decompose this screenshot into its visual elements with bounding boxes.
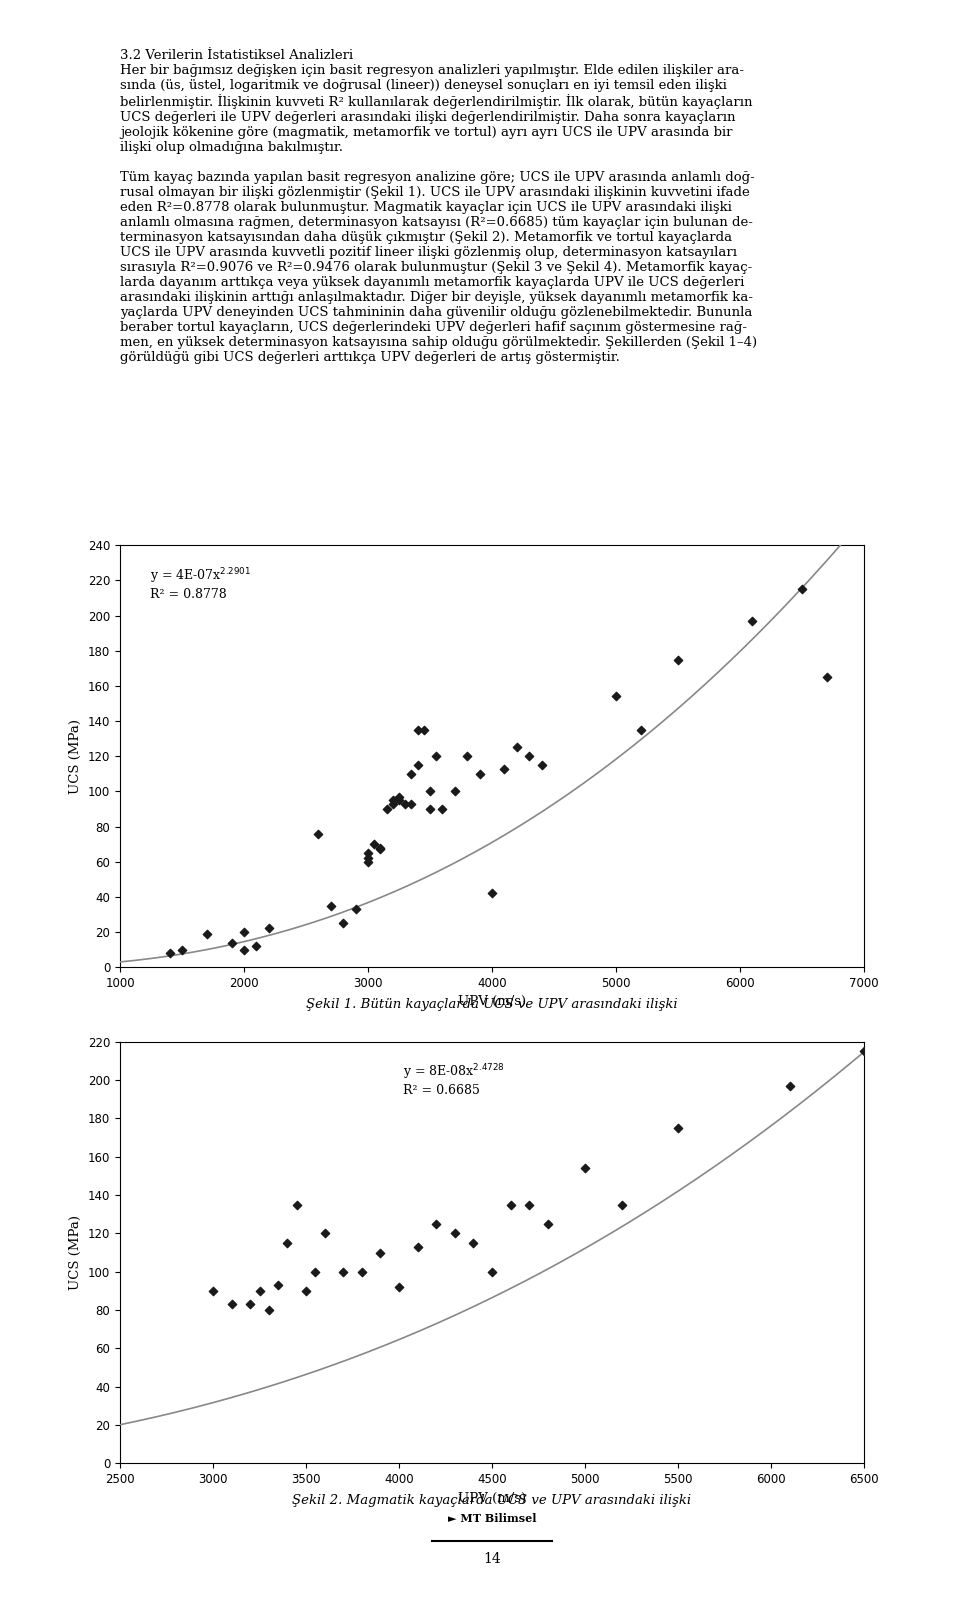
Point xyxy=(372,834,388,860)
Point xyxy=(609,684,624,710)
Point xyxy=(484,880,499,906)
Point xyxy=(856,1038,872,1064)
Point xyxy=(360,839,375,865)
Point xyxy=(360,849,375,875)
Text: Şekil 2. Magmatik kayaçlarda UCS ve UPV arasındaki ilişki: Şekil 2. Magmatik kayaçlarda UCS ve UPV … xyxy=(293,1494,691,1507)
Point xyxy=(236,936,252,962)
Point xyxy=(410,752,425,778)
Point xyxy=(435,796,450,821)
Y-axis label: UCS (MPa): UCS (MPa) xyxy=(69,718,83,794)
Point xyxy=(224,930,239,956)
Point xyxy=(385,787,400,813)
Point xyxy=(307,1258,323,1284)
Point xyxy=(205,1277,221,1303)
Point xyxy=(577,1155,592,1180)
Point xyxy=(392,787,407,813)
Point xyxy=(252,1277,267,1303)
Point xyxy=(428,744,444,770)
Point xyxy=(503,1192,518,1218)
Point xyxy=(385,791,400,817)
Point xyxy=(175,936,190,962)
Text: 14: 14 xyxy=(483,1552,501,1567)
Point xyxy=(540,1211,556,1237)
Point xyxy=(360,846,375,872)
Point xyxy=(224,1292,239,1318)
Point xyxy=(324,893,339,918)
Point xyxy=(289,1192,304,1218)
Point xyxy=(509,734,524,760)
Text: y = 8E-08x$^{2.4728}$
R² = 0.6685: y = 8E-08x$^{2.4728}$ R² = 0.6685 xyxy=(403,1062,505,1098)
Text: ► MT Bilimsel: ► MT Bilimsel xyxy=(447,1514,537,1525)
Point xyxy=(261,1297,276,1323)
Point xyxy=(614,1192,630,1218)
Point xyxy=(299,1277,314,1303)
Point xyxy=(416,716,431,742)
Point xyxy=(404,791,420,817)
Point xyxy=(336,910,351,936)
Point xyxy=(422,796,438,821)
Point xyxy=(745,608,760,634)
Point xyxy=(249,933,264,959)
Point xyxy=(422,778,438,804)
Point xyxy=(311,820,326,846)
Point xyxy=(397,791,413,817)
Point xyxy=(367,831,382,857)
Point xyxy=(819,665,834,690)
Y-axis label: UCS (MPa): UCS (MPa) xyxy=(69,1214,83,1290)
Point xyxy=(794,576,809,602)
Point xyxy=(279,1231,295,1256)
Point xyxy=(496,755,512,781)
X-axis label: UPV (m/s): UPV (m/s) xyxy=(458,1492,526,1505)
Point xyxy=(162,939,178,965)
Text: 3.2 Verilerin İstatistiksel Analizleri
Her bir bağımsız değişken için basit regr: 3.2 Verilerin İstatistiksel Analizleri H… xyxy=(120,49,757,364)
Point xyxy=(404,762,420,787)
Point xyxy=(670,1116,685,1142)
Point xyxy=(336,1258,351,1284)
Point xyxy=(466,1231,481,1256)
Point xyxy=(484,1258,499,1284)
Point xyxy=(894,1134,909,1159)
Point xyxy=(521,744,537,770)
Point xyxy=(372,1240,388,1266)
Point xyxy=(410,716,425,742)
Point xyxy=(521,1192,537,1218)
Text: y = 4E-07x$^{2.2901}$
R² = 0.8778: y = 4E-07x$^{2.2901}$ R² = 0.8778 xyxy=(150,566,251,602)
Point xyxy=(392,784,407,810)
Point xyxy=(460,744,475,770)
Point xyxy=(379,796,395,821)
Point xyxy=(410,1234,425,1260)
Point xyxy=(634,716,649,742)
Point xyxy=(317,1221,332,1247)
Point xyxy=(348,896,363,922)
Point xyxy=(271,1273,286,1298)
X-axis label: UPV (m/s): UPV (m/s) xyxy=(458,996,526,1009)
Point xyxy=(354,1258,370,1284)
Point xyxy=(243,1292,258,1318)
Point xyxy=(781,1072,797,1098)
Point xyxy=(447,1221,463,1247)
Point xyxy=(392,1274,407,1300)
Point xyxy=(534,752,549,778)
Point xyxy=(372,836,388,862)
Point xyxy=(447,778,463,804)
Point xyxy=(261,915,276,941)
Text: Şekil 1. Bütün kayaçlarda UCS ve UPV arasındaki ilişki: Şekil 1. Bütün kayaçlarda UCS ve UPV ara… xyxy=(306,998,678,1011)
Point xyxy=(236,918,252,944)
Point xyxy=(428,1211,444,1237)
Point xyxy=(199,920,214,946)
Point xyxy=(670,647,685,673)
Point xyxy=(472,762,488,787)
